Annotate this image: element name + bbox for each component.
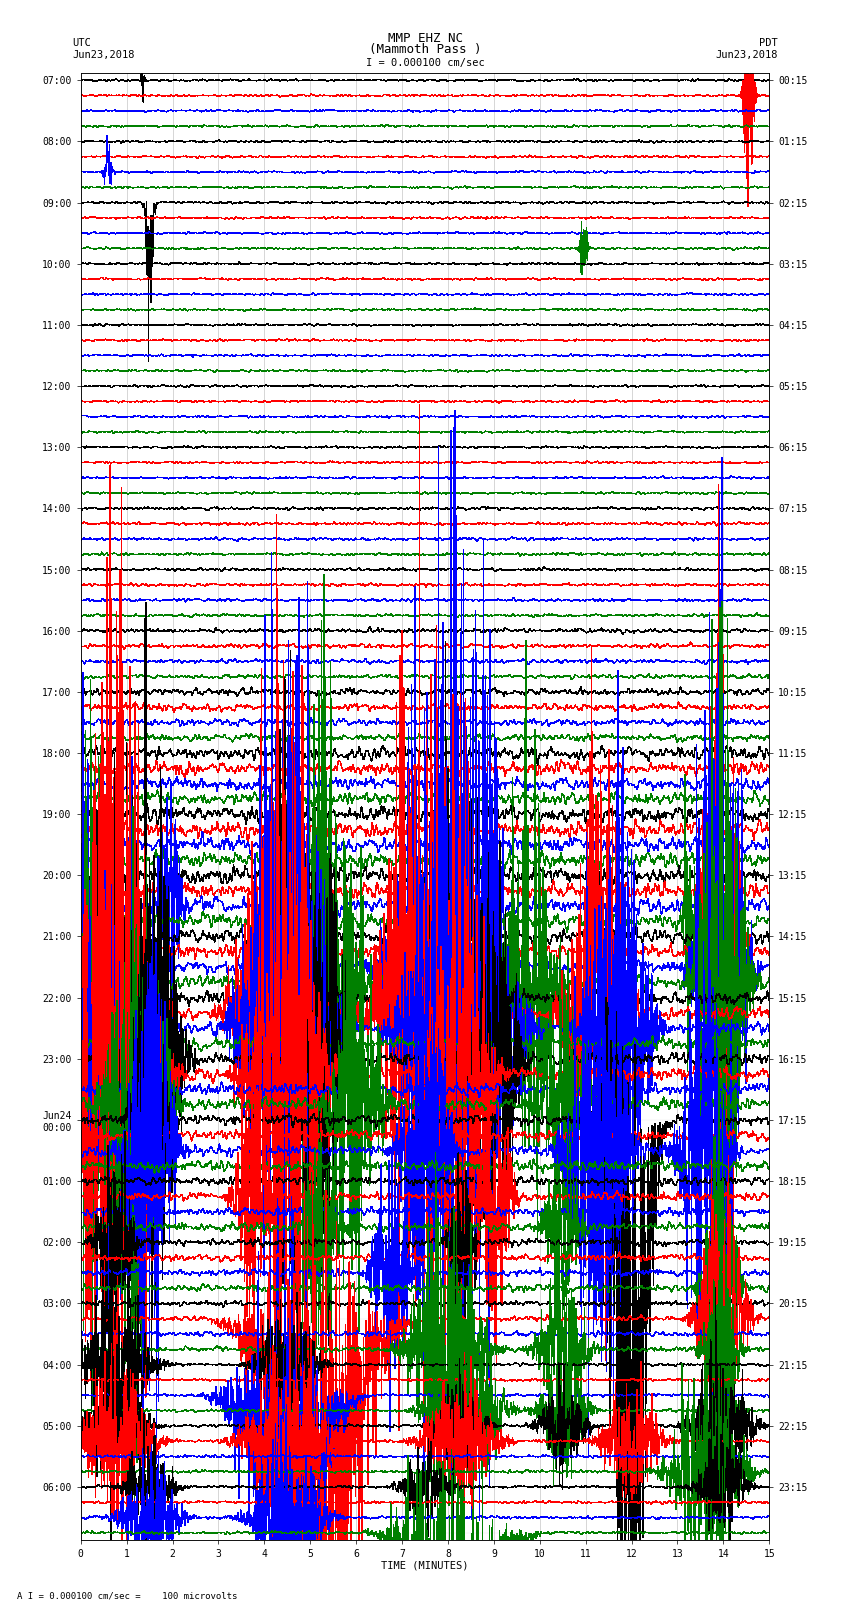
Text: UTC: UTC [72,39,91,48]
Text: Jun23,2018: Jun23,2018 [72,50,135,60]
Text: I = 0.000100 cm/sec: I = 0.000100 cm/sec [366,58,484,68]
Text: PDT: PDT [759,39,778,48]
Text: MMP EHZ NC: MMP EHZ NC [388,32,462,45]
Text: (Mammoth Pass ): (Mammoth Pass ) [369,44,481,56]
Text: A I = 0.000100 cm/sec =    100 microvolts: A I = 0.000100 cm/sec = 100 microvolts [17,1590,237,1600]
Text: Jun23,2018: Jun23,2018 [715,50,778,60]
X-axis label: TIME (MINUTES): TIME (MINUTES) [382,1561,468,1571]
